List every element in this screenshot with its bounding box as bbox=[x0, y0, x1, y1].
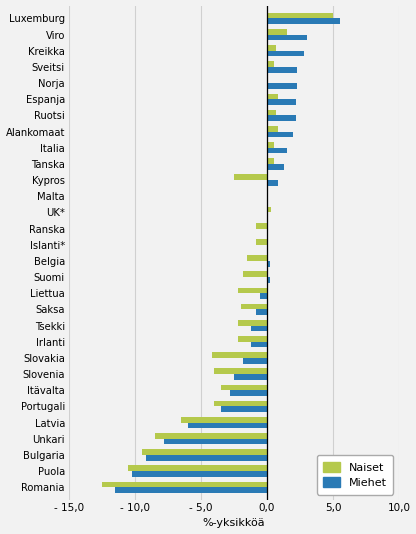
Bar bbox=[243, 271, 267, 277]
Bar bbox=[251, 326, 267, 331]
Bar bbox=[238, 288, 267, 293]
Bar bbox=[267, 99, 296, 105]
Bar bbox=[267, 164, 284, 170]
Bar bbox=[267, 277, 270, 282]
Bar bbox=[238, 320, 267, 326]
Bar bbox=[267, 35, 307, 40]
Bar bbox=[267, 115, 296, 121]
Bar bbox=[234, 175, 267, 180]
Bar bbox=[267, 180, 277, 186]
Bar bbox=[256, 223, 267, 229]
Bar bbox=[267, 13, 333, 19]
Bar bbox=[267, 158, 274, 164]
Bar bbox=[256, 309, 267, 315]
Legend: Naiset, Miehet: Naiset, Miehet bbox=[317, 455, 394, 494]
Bar bbox=[230, 390, 267, 396]
Bar bbox=[234, 374, 267, 380]
Bar bbox=[115, 487, 267, 493]
Bar bbox=[267, 93, 277, 99]
Bar bbox=[221, 406, 267, 412]
Bar bbox=[129, 465, 267, 471]
Bar bbox=[164, 439, 267, 444]
Bar bbox=[267, 142, 274, 148]
Bar bbox=[267, 83, 297, 89]
Bar bbox=[267, 207, 271, 213]
Bar bbox=[214, 400, 267, 406]
Bar bbox=[267, 245, 268, 250]
Bar bbox=[260, 293, 267, 299]
Bar bbox=[267, 148, 287, 153]
Bar bbox=[267, 110, 276, 115]
Bar bbox=[256, 239, 267, 245]
Bar bbox=[267, 261, 270, 266]
Bar bbox=[251, 342, 267, 348]
X-axis label: %-yksikköä: %-yksikköä bbox=[203, 519, 265, 529]
Bar bbox=[238, 336, 267, 342]
Bar bbox=[188, 422, 267, 428]
Bar bbox=[155, 433, 267, 439]
Bar bbox=[142, 449, 267, 455]
Bar bbox=[240, 304, 267, 309]
Bar bbox=[267, 197, 268, 202]
Bar bbox=[243, 358, 267, 364]
Bar bbox=[267, 19, 339, 24]
Bar bbox=[221, 384, 267, 390]
Bar bbox=[267, 45, 276, 51]
Bar bbox=[267, 51, 304, 57]
Bar bbox=[214, 368, 267, 374]
Bar bbox=[267, 29, 287, 35]
Bar bbox=[247, 255, 267, 261]
Bar bbox=[267, 67, 297, 73]
Bar bbox=[146, 455, 267, 460]
Bar bbox=[267, 61, 274, 67]
Bar bbox=[212, 352, 267, 358]
Bar bbox=[267, 131, 293, 137]
Bar bbox=[102, 482, 267, 487]
Bar bbox=[132, 471, 267, 477]
Bar bbox=[267, 126, 277, 131]
Bar bbox=[181, 417, 267, 422]
